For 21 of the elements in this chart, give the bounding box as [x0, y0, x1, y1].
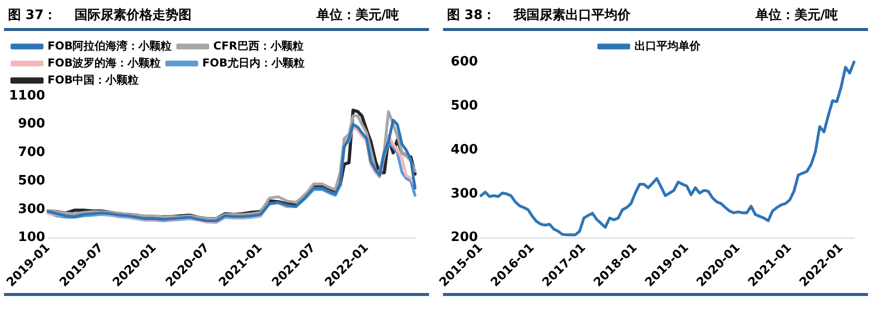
y-tick-label: 500 — [450, 98, 478, 114]
y-tick-label: 900 — [18, 116, 46, 132]
y-tick-label: 300 — [450, 186, 478, 202]
y-tick-label: 700 — [18, 145, 46, 160]
y-tick-label: 200 — [450, 230, 478, 246]
chart-title: 图 38： 我国尿素出口平均价 — [447, 6, 631, 25]
legend-label: FOB中国：小颗粒 — [48, 73, 139, 86]
legend-label: FOB尤日内：小颗粒 — [202, 56, 304, 70]
chart-subtitle: 单位：美元/吨 — [755, 6, 838, 25]
chart-title: 图 37： 国际尿素价格走势图 — [8, 6, 192, 25]
legend-label: 出口平均单价 — [634, 39, 702, 52]
legend-label: FOB波罗的海：小颗粒 — [48, 56, 161, 70]
y-tick-label: 400 — [450, 142, 478, 158]
y-tick-label: 300 — [18, 202, 46, 217]
y-tick-label: 600 — [450, 54, 478, 70]
y-tick-label: 1100 — [8, 88, 46, 104]
legend-label: CFR巴西：小颗粒 — [213, 39, 304, 52]
y-tick-label: 500 — [18, 174, 46, 188]
legend-label: FOB阿拉伯海湾：小颗粒 — [48, 39, 172, 52]
chart-subtitle: 单位：美元/吨 — [316, 6, 399, 25]
y-tick-label: 100 — [18, 230, 46, 246]
